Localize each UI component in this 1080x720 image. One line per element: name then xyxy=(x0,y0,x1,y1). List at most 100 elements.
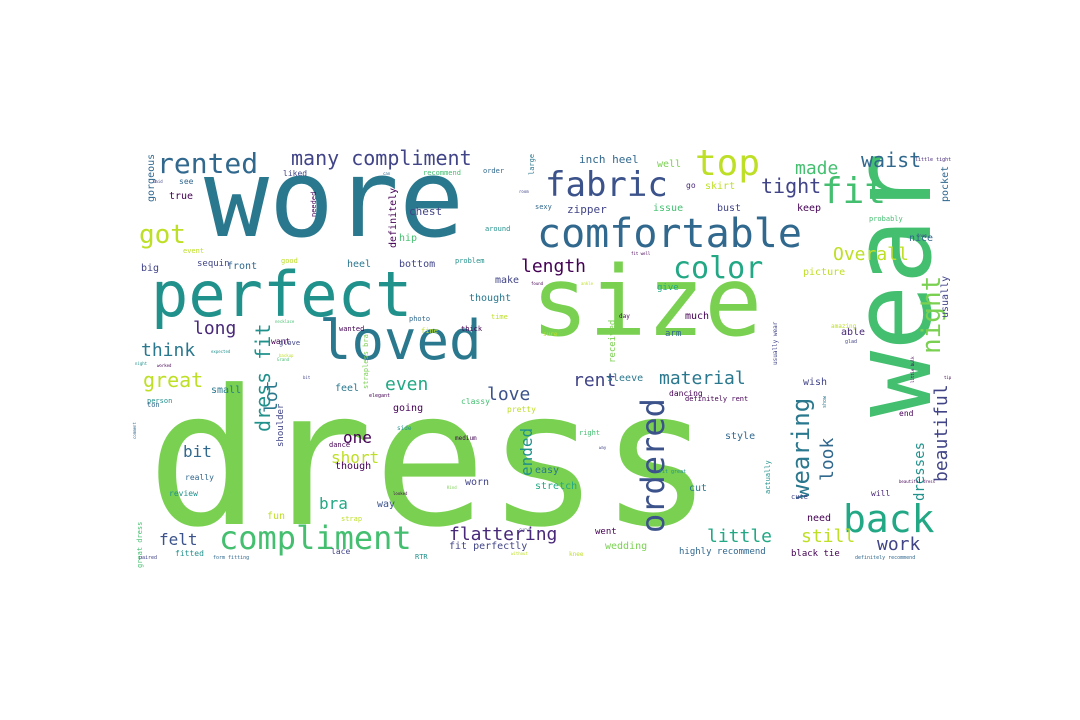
word-fine: fine xyxy=(421,327,438,335)
word-give: give xyxy=(657,283,679,293)
word-without: without xyxy=(511,551,528,556)
word-glad: glad xyxy=(845,339,858,345)
word-gorgeous: gorgeous xyxy=(146,153,157,202)
word-fitted: fitted xyxy=(175,549,204,558)
word-flattering: flattering xyxy=(449,524,558,545)
word-ordered: ordered xyxy=(634,398,672,533)
word-probably: probably xyxy=(869,215,903,223)
word-strapless-bra: strapless bra xyxy=(362,334,370,389)
word-time: time xyxy=(491,313,508,321)
word-problem: problem xyxy=(455,257,485,265)
word-cut: cut xyxy=(689,483,708,494)
word-shoulder: shoulder xyxy=(276,403,286,447)
word-show: show xyxy=(822,395,828,408)
word-want: want xyxy=(271,337,291,346)
word-night: night xyxy=(135,361,148,366)
word-little-tight: little tight xyxy=(915,157,951,163)
word-see: see xyxy=(179,177,194,186)
word-loved: loved xyxy=(319,309,482,372)
word-made: made xyxy=(795,158,839,179)
word-many-compliment: many compliment xyxy=(291,146,472,170)
word-usually-wear: usually wear xyxy=(772,321,779,365)
word-hip: hip xyxy=(399,233,418,244)
word-short: short xyxy=(331,448,380,467)
word-said: said xyxy=(153,179,163,184)
word-inch-heel: inch heel xyxy=(579,153,639,166)
word-definitely: definitely xyxy=(388,187,399,248)
word-wish: wish xyxy=(803,377,828,388)
word-review: review xyxy=(169,489,198,498)
word-fit-perfectly: fit perfectly xyxy=(449,541,528,552)
word-think: think xyxy=(141,340,196,361)
word-size: size xyxy=(531,246,763,358)
word-day: day xyxy=(619,313,630,320)
word-dance: dance xyxy=(329,441,351,449)
word-one: one xyxy=(343,428,372,447)
word-event: event xyxy=(183,247,205,255)
word-went: went xyxy=(595,527,617,537)
word-looked: looked xyxy=(393,491,408,496)
word-perfect: perfect xyxy=(151,258,413,331)
word-grand: Grand xyxy=(277,357,290,362)
word-lace: lace xyxy=(331,547,351,556)
word-color: color xyxy=(673,251,764,286)
word-ended: ended xyxy=(517,427,536,476)
word-work: work xyxy=(877,534,921,555)
word-elegant: elegant xyxy=(369,393,391,399)
word-feel: feel xyxy=(335,383,360,394)
word-way: way xyxy=(377,499,396,510)
word-rented: rented xyxy=(157,147,259,180)
word-medium: medium xyxy=(455,435,477,442)
word-fit: fit xyxy=(821,171,887,212)
word-bit: bit xyxy=(183,442,212,461)
word-easy: easy xyxy=(535,465,560,476)
word-little-bulk: little bulk xyxy=(910,356,915,384)
word-zipper: zipper xyxy=(567,203,607,216)
word-sure: sure xyxy=(543,331,558,338)
word-length: length xyxy=(521,256,587,277)
word-backup: backup xyxy=(279,353,294,358)
word-thought: thought xyxy=(469,293,512,304)
word-fun: fun xyxy=(267,511,286,522)
word-wanted: wanted xyxy=(339,325,365,333)
word-stretch: stretch xyxy=(535,481,578,492)
word-pretty: pretty xyxy=(507,405,536,414)
word-fabric: fabric xyxy=(545,165,668,205)
word-heel: heel xyxy=(347,259,372,270)
word-much: much xyxy=(685,311,710,322)
word-expected: expected xyxy=(211,349,231,354)
word-nice: nice xyxy=(909,233,934,244)
word-ton: ton xyxy=(147,401,160,409)
word-definitely-recommend: definitely recommend xyxy=(855,555,916,561)
word-recommend: recommend xyxy=(423,169,461,177)
word-beautiful: beautiful xyxy=(931,384,951,482)
word-tip: tip xyxy=(944,375,951,380)
word-wedding: wedding xyxy=(605,541,648,552)
word-style: style xyxy=(725,431,756,442)
word-arm: arm xyxy=(665,329,682,339)
word-rtr: RTR xyxy=(415,553,428,561)
word-way: way xyxy=(599,445,607,450)
word-long: long xyxy=(193,318,237,339)
word-found: found xyxy=(531,281,544,286)
word-usually: usually xyxy=(940,275,951,318)
word-wearing: wearing xyxy=(787,397,815,499)
word-great-dress: great dress xyxy=(136,521,144,568)
word-classy: classy xyxy=(461,397,490,406)
word-paired: paired xyxy=(139,555,158,561)
word-dress-fit: dress fit xyxy=(251,323,275,432)
word-well: well xyxy=(657,159,682,170)
word-necklace: necklace xyxy=(275,319,295,324)
word-beautiful-dress: beautiful dress xyxy=(899,479,936,484)
word-little: little xyxy=(707,526,773,547)
word-got: got xyxy=(139,220,186,250)
word-dress: dress xyxy=(147,350,713,568)
word-worn: worn xyxy=(465,477,490,488)
word-large: large xyxy=(528,153,536,175)
word-wore: wore xyxy=(204,137,465,262)
word-though: though xyxy=(335,461,372,472)
word-bra: bra xyxy=(319,494,348,513)
word-compliment: compliment xyxy=(219,519,412,557)
word-worked: worked xyxy=(157,363,172,368)
word-kind: Kind xyxy=(447,485,457,490)
